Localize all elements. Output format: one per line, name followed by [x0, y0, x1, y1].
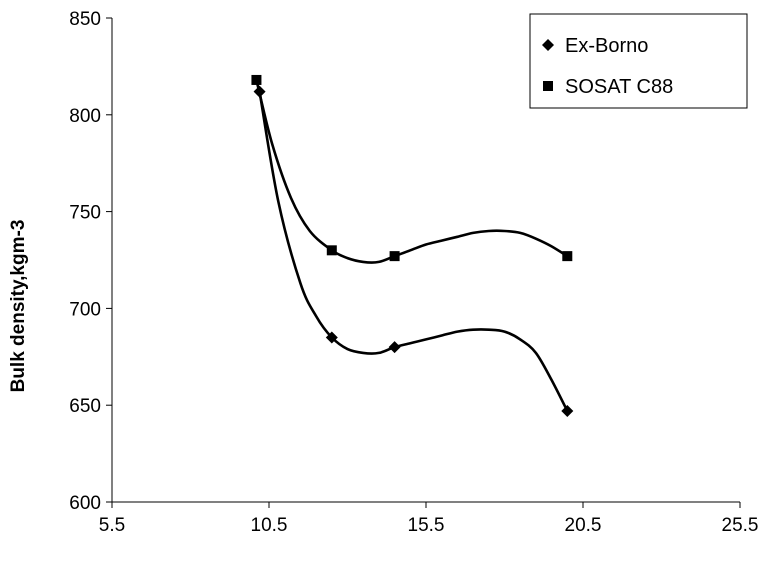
- legend-diamond-marker: [542, 39, 554, 51]
- x-tick-label: 25.5: [722, 515, 759, 536]
- data-point-sosat-c88: [389, 251, 400, 262]
- data-point-ex-borno: [561, 405, 574, 418]
- y-tick-label: 700: [69, 299, 101, 320]
- series-line-ex-borno: [258, 91, 569, 412]
- y-tick-label: 600: [69, 493, 101, 514]
- x-tick-label: 10.5: [251, 515, 288, 536]
- y-tick-label: 800: [69, 106, 101, 127]
- x-tick-label: 20.5: [565, 515, 602, 536]
- data-point-ex-borno: [388, 341, 401, 354]
- y-tick-label: 850: [69, 9, 101, 30]
- y-tick-label: 750: [69, 203, 101, 224]
- legend-label-sosat-c88: SOSAT C88: [565, 76, 673, 98]
- data-point-sosat-c88: [326, 245, 337, 256]
- legend-item-sosat-c88: SOSAT C88: [543, 76, 673, 98]
- legend: Ex-Borno SOSAT C88: [529, 13, 748, 109]
- ticks: 600 650 700 750 800 850 5.5 10.5 15.5 20.5 25.5: [69, 9, 758, 536]
- legend-label-ex-borno: Ex-Borno: [565, 35, 648, 57]
- y-axis-label: Bulk density,kgm-3: [8, 220, 29, 393]
- y-tick-label: 650: [69, 396, 101, 417]
- series-line-sosat-c88: [255, 79, 568, 264]
- legend-square-marker: [543, 81, 553, 91]
- x-tick-label: 5.5: [99, 515, 125, 536]
- legend-item-ex-borno: Ex-Borno: [542, 35, 648, 57]
- legend-box: [529, 13, 748, 109]
- data-point-ex-borno: [325, 331, 338, 344]
- data-point-sosat-c88: [562, 251, 573, 262]
- data-point-sosat-c88: [251, 74, 262, 85]
- x-tick-label: 15.5: [408, 515, 445, 536]
- series-group: [251, 74, 574, 418]
